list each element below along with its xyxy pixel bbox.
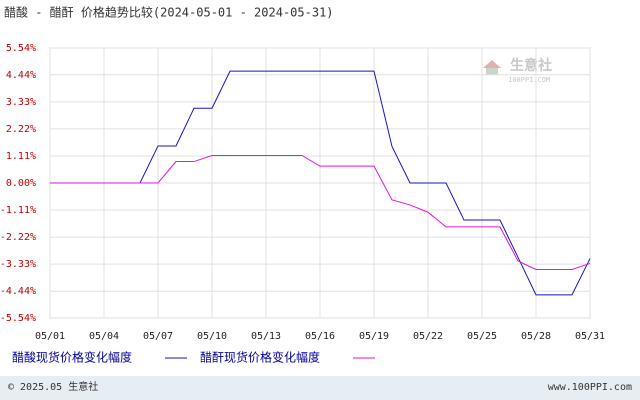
y-tick-label: -3.33%: [0, 259, 36, 270]
series-line: [50, 154, 591, 271]
y-tick-label: 5.54%: [6, 43, 36, 54]
footer-right: www.100PPI.com: [548, 382, 632, 393]
x-tick-label: 05/31: [575, 331, 605, 342]
x-tick-label: 05/25: [467, 331, 497, 342]
footer-left: © 2025.05 生意社: [8, 380, 98, 393]
watermark-logo: [486, 68, 498, 75]
y-tick-label: 3.33%: [6, 97, 36, 108]
x-tick-label: 05/01: [35, 331, 65, 342]
y-tick-label: -4.44%: [0, 286, 36, 297]
y-tick-label: -2.22%: [0, 232, 36, 243]
y-tick-label: -5.54%: [0, 313, 36, 324]
footer-bar: [0, 376, 640, 400]
watermark: 生意社 100PPI.COM: [483, 57, 552, 84]
y-tick-label: -1.11%: [0, 205, 36, 216]
legend-label: 醋酐现货价格变化幅度: [200, 350, 320, 365]
watermark-text: 生意社: [510, 57, 552, 74]
chart-title: 醋酸 - 醋酐 价格趋势比较(2024-05-01 - 2024-05-31): [4, 5, 334, 20]
y-tick-label: 4.44%: [6, 70, 36, 81]
y-tick-label: 2.22%: [6, 124, 36, 135]
x-tick-label: 05/10: [197, 331, 227, 342]
legend-label: 醋酸现货价格变化幅度: [12, 350, 132, 365]
y-tick-label: 0.00%: [6, 178, 36, 189]
x-tick-label: 05/13: [251, 331, 281, 342]
y-tick-label: 1.11%: [6, 151, 36, 162]
x-tick-label: 05/16: [305, 331, 335, 342]
watermark-logo: [483, 60, 501, 68]
x-tick-label: 05/22: [413, 331, 443, 342]
watermark-url: 100PPI.COM: [508, 76, 550, 84]
x-tick-label: 05/19: [359, 331, 389, 342]
x-tick-label: 05/28: [521, 331, 551, 342]
x-tick-label: 05/07: [143, 331, 173, 342]
x-tick-label: 05/04: [89, 331, 119, 342]
